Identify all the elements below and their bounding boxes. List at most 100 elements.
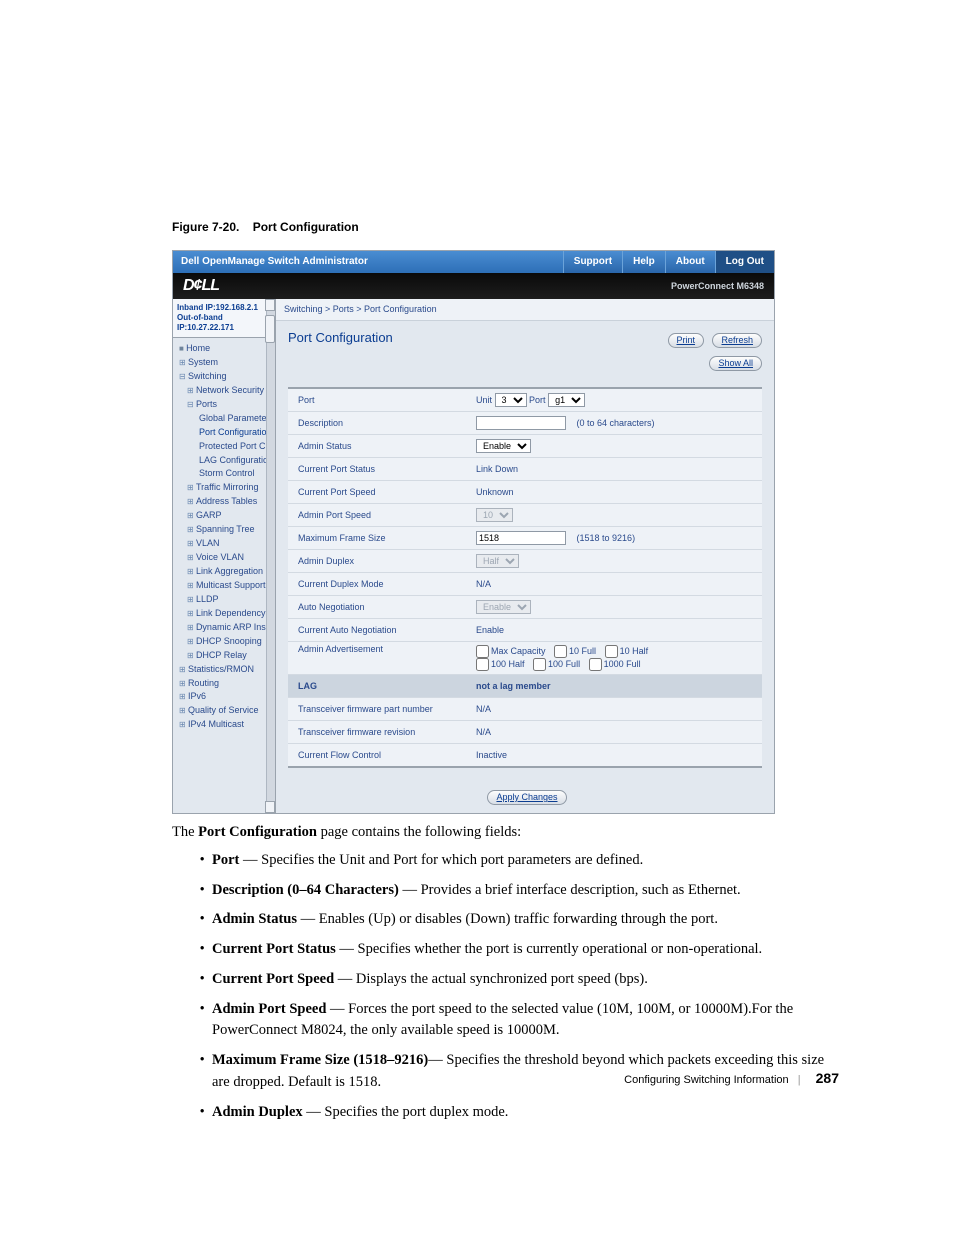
- current-duplex-label: Current Duplex Mode: [298, 580, 476, 589]
- nav-protected-port[interactable]: Protected Port C: [175, 440, 275, 454]
- nav-system[interactable]: System: [175, 356, 275, 370]
- about-link[interactable]: About: [665, 251, 715, 273]
- admin-duplex-select[interactable]: Half: [476, 554, 519, 568]
- adv-10half-checkbox[interactable]: [605, 645, 618, 658]
- nav-ports[interactable]: Ports: [175, 398, 275, 412]
- admin-status-select[interactable]: Enable: [476, 439, 531, 453]
- adv-100full-checkbox[interactable]: [533, 658, 546, 671]
- nav-traffic-mirroring[interactable]: Traffic Mirroring: [175, 481, 275, 495]
- dell-logo: D¢LL: [183, 278, 219, 294]
- body-lead-bold: Port Configuration: [198, 824, 317, 840]
- print-button[interactable]: Print: [668, 333, 705, 348]
- brand-bar: D¢LL PowerConnect M6348: [173, 273, 774, 299]
- oob-ip: Out-of-band IP:10.27.22.171: [177, 313, 271, 333]
- nav-qos[interactable]: Quality of Service: [175, 704, 275, 718]
- unit-label: Unit: [476, 395, 492, 405]
- window-titlebar: Dell OpenManage Switch Administrator Sup…: [173, 251, 774, 273]
- lag-value: not a lag member: [476, 682, 752, 691]
- adv-1000full-checkbox[interactable]: [589, 658, 602, 671]
- inband-ip: Inband IP:192.168.2.1: [177, 303, 271, 313]
- admin-port-speed-select[interactable]: 10: [476, 508, 513, 522]
- support-link[interactable]: Support: [563, 251, 622, 273]
- description-input[interactable]: [476, 416, 566, 430]
- nav-lag-config[interactable]: LAG Configuratio: [175, 454, 275, 468]
- nav-scrollbar[interactable]: [266, 299, 275, 813]
- help-link[interactable]: Help: [622, 251, 665, 273]
- nav-routing[interactable]: Routing: [175, 677, 275, 691]
- footer-section: Configuring Switching Information: [624, 1074, 788, 1086]
- flow-control-value: Inactive: [476, 751, 752, 760]
- unit-select[interactable]: 3: [495, 393, 527, 407]
- admin-adv-label: Admin Advertisement: [298, 645, 476, 654]
- page-title: Port Configuration: [288, 331, 393, 344]
- fw-rev-value: N/A: [476, 728, 752, 737]
- sidebar-nav: Inband IP:192.168.2.1 Out-of-band IP:10.…: [173, 299, 276, 813]
- nav-spanning-tree[interactable]: Spanning Tree: [175, 523, 275, 537]
- body-bullet: Port — Specifies the Unit and Port for w…: [212, 850, 832, 872]
- page-footer: Configuring Switching Information | 287: [624, 1070, 839, 1086]
- admin-duplex-label: Admin Duplex: [298, 557, 476, 566]
- nav-network-security[interactable]: Network Security: [175, 384, 275, 398]
- adv-10full-checkbox[interactable]: [554, 645, 567, 658]
- description-label: Description: [298, 419, 476, 428]
- max-frame-size-label: Maximum Frame Size: [298, 534, 476, 543]
- nav-switching[interactable]: Switching: [175, 370, 275, 384]
- adv-max-capacity-checkbox[interactable]: [476, 645, 489, 658]
- max-frame-size-input[interactable]: [476, 531, 566, 545]
- body-bullet: Description (0–64 Characters) — Provides…: [212, 880, 832, 902]
- max-frame-size-hint: (1518 to 9216): [577, 533, 636, 543]
- scroll-thumb[interactable]: [265, 315, 275, 343]
- current-duplex-value: N/A: [476, 580, 752, 589]
- nav-garp[interactable]: GARP: [175, 509, 275, 523]
- show-all-button[interactable]: Show All: [709, 356, 762, 371]
- nav-address-tables[interactable]: Address Tables: [175, 495, 275, 509]
- current-auto-neg-value: Enable: [476, 626, 752, 635]
- refresh-button[interactable]: Refresh: [712, 333, 762, 348]
- config-form: Port Unit 3 Port g1 Description (0 to 64: [288, 387, 762, 768]
- nav-voice-vlan[interactable]: Voice VLAN: [175, 551, 275, 565]
- nav-vlan[interactable]: VLAN: [175, 537, 275, 551]
- nav-stats[interactable]: Statistics/RMON: [175, 663, 275, 677]
- fw-part-label: Transceiver firmware part number: [298, 705, 476, 714]
- adv-100half-checkbox[interactable]: [476, 658, 489, 671]
- flow-control-label: Current Flow Control: [298, 751, 476, 760]
- nav-lldp[interactable]: LLDP: [175, 593, 275, 607]
- nav-link-agg[interactable]: Link Aggregation: [175, 565, 275, 579]
- figure-caption-prefix: Figure 7-20.: [172, 220, 239, 234]
- breadcrumb: Switching > Ports > Port Configuration: [276, 299, 774, 321]
- nav-multicast[interactable]: Multicast Support: [175, 579, 275, 593]
- description-hint: (0 to 64 characters): [577, 418, 655, 428]
- nav-dhcp-snoop[interactable]: DHCP Snooping: [175, 635, 275, 649]
- screenshot-window: Dell OpenManage Switch Administrator Sup…: [172, 250, 775, 814]
- current-auto-neg-label: Current Auto Negotiation: [298, 626, 476, 635]
- adv-100half-label: 100 Half: [491, 659, 525, 669]
- nav-port-config[interactable]: Port Configuratio: [175, 426, 275, 440]
- nav-link-dep[interactable]: Link Dependency: [175, 607, 275, 621]
- auto-neg-label: Auto Negotiation: [298, 603, 476, 612]
- nav-ipv6[interactable]: IPv6: [175, 690, 275, 704]
- nav-ipv4m[interactable]: IPv4 Multicast: [175, 718, 275, 732]
- footer-separator-icon: |: [792, 1074, 807, 1086]
- admin-port-speed-label: Admin Port Speed: [298, 511, 476, 520]
- fw-rev-label: Transceiver firmware revision: [298, 728, 476, 737]
- lag-label: LAG: [298, 682, 476, 691]
- nav-storm-control[interactable]: Storm Control: [175, 467, 275, 481]
- port-select[interactable]: g1: [548, 393, 585, 407]
- adv-max-capacity-label: Max Capacity: [491, 646, 546, 656]
- current-port-status-label: Current Port Status: [298, 465, 476, 474]
- figure-caption-title: Port Configuration: [253, 220, 359, 234]
- auto-neg-select[interactable]: Enable: [476, 600, 531, 614]
- nav-dhcp-relay[interactable]: DHCP Relay: [175, 649, 275, 663]
- scroll-down-icon[interactable]: [265, 801, 275, 813]
- nav-global-param[interactable]: Global Paramete: [175, 412, 275, 426]
- port-label: Port: [298, 396, 476, 405]
- logout-link[interactable]: Log Out: [715, 251, 774, 273]
- apply-changes-button[interactable]: Apply Changes: [487, 790, 566, 805]
- admin-adv-options: Max Capacity 10 Full 10 Half 100 Half 10…: [476, 645, 752, 671]
- nav-dyn-arp[interactable]: Dynamic ARP Insp: [175, 621, 275, 635]
- window-title: Dell OpenManage Switch Administrator: [173, 251, 563, 273]
- nav-home[interactable]: Home: [175, 342, 275, 356]
- scroll-up-icon[interactable]: [265, 299, 275, 311]
- body-bullet: Admin Status — Enables (Up) or disables …: [212, 909, 832, 931]
- body-bullet: Admin Duplex — Specifies the port duplex…: [212, 1102, 832, 1124]
